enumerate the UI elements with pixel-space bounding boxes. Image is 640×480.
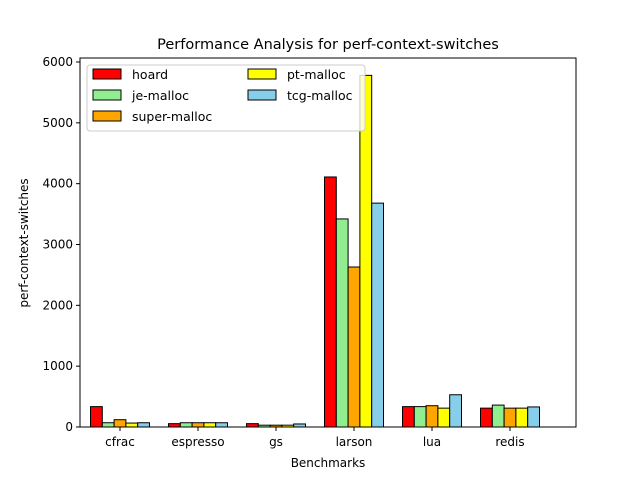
x-axis-label: Benchmarks [291, 456, 366, 470]
y-tick-label: 6000 [42, 55, 73, 69]
bar-super-malloc-larson [347, 266, 361, 428]
bar-je-malloc-larson [335, 218, 349, 428]
bar-pt-malloc-espresso [203, 422, 217, 428]
legend-label-tcg-malloc: tcg-malloc [287, 88, 353, 103]
y-tick-label: 4000 [42, 177, 73, 191]
legend-swatch-tcg-malloc [247, 89, 277, 101]
bar-je-malloc-redis [491, 404, 505, 428]
y-tick-label: 5000 [42, 116, 73, 130]
bar-hoard-espresso [168, 423, 181, 428]
bar-je-malloc-cfrac [101, 422, 115, 428]
x-axis: cfrac espresso gs larson lua redis [105, 427, 525, 449]
y-tick-label: 3000 [42, 238, 73, 252]
x-tick-label: larson [336, 435, 373, 449]
bar-je-malloc-lua [413, 406, 427, 428]
y-axis: 0 1000 2000 3000 4000 5000 6000 [42, 55, 80, 434]
legend-label-pt-malloc: pt-malloc [287, 67, 346, 82]
bar-hoard-larson [324, 176, 337, 428]
bar-pt-malloc-lua [437, 407, 451, 428]
legend-swatch-hoard [92, 68, 122, 80]
legend-frame [86, 64, 366, 132]
bar-tcg-malloc-larson [371, 202, 385, 428]
bar-pt-malloc-redis [515, 407, 529, 428]
x-tick-label: gs [269, 435, 283, 449]
x-tick-label: redis [495, 435, 524, 449]
y-axis-label: perf-context-switches [17, 178, 31, 307]
bar-super-malloc-lua [425, 405, 439, 428]
x-tick-label: cfrac [105, 435, 135, 449]
bar-super-malloc-cfrac [113, 419, 127, 428]
bar-tcg-malloc-redis [527, 406, 541, 428]
y-tick-label: 2000 [42, 298, 73, 312]
y-tick-label: 1000 [42, 359, 73, 373]
bar-hoard-cfrac [90, 406, 103, 428]
legend-label-super-malloc: super-malloc [132, 109, 212, 124]
legend: hoard je-malloc super-malloc pt-malloc tcg-m… [86, 64, 366, 132]
legend-label-hoard: hoard [132, 67, 168, 82]
chart-title: Performance Analysis for perf-context-sw… [157, 37, 499, 53]
bar-tcg-malloc-espresso [215, 422, 228, 428]
legend-swatch-je-malloc [92, 89, 122, 101]
bar-super-malloc-espresso [191, 422, 205, 428]
legend-label-je-malloc: je-malloc [131, 88, 189, 103]
bar-je-malloc-espresso [179, 422, 193, 428]
bar-tcg-malloc-cfrac [137, 422, 150, 428]
bar-hoard-gs [246, 423, 259, 428]
bar-pt-malloc-cfrac [125, 422, 139, 428]
bar-super-malloc-redis [503, 407, 517, 428]
bar-hoard-redis [480, 407, 493, 428]
bar-hoard-lua [402, 406, 415, 428]
y-tick-label: 0 [65, 420, 73, 434]
x-tick-label: lua [423, 435, 441, 449]
legend-swatch-pt-malloc [247, 68, 277, 80]
bar-tcg-malloc-lua [449, 394, 463, 428]
x-tick-label: espresso [171, 435, 224, 449]
legend-swatch-super-malloc [92, 110, 122, 122]
plot-frame [79, 57, 577, 428]
